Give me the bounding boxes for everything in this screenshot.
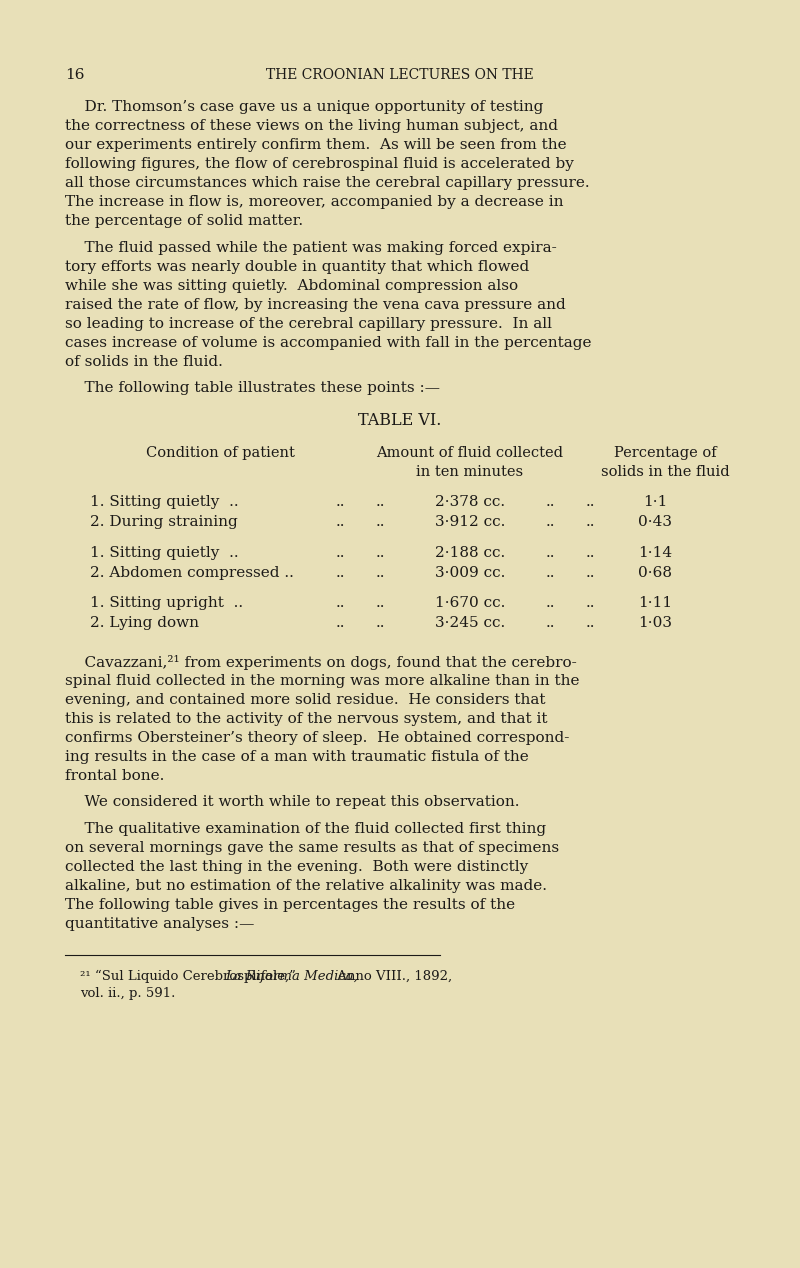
Text: ..: .. <box>586 616 594 630</box>
Text: raised the rate of flow, by increasing the vena cava pressure and: raised the rate of flow, by increasing t… <box>65 298 566 312</box>
Text: ..: .. <box>586 566 594 579</box>
Text: ..: .. <box>546 545 554 559</box>
Text: 2·188 cc.: 2·188 cc. <box>435 545 505 559</box>
Text: 2. Abdomen compressed ..: 2. Abdomen compressed .. <box>90 566 294 579</box>
Text: vol. ii., p. 591.: vol. ii., p. 591. <box>80 988 175 1000</box>
Text: while she was sitting quietly.  Abdominal compression also: while she was sitting quietly. Abdominal… <box>65 279 518 293</box>
Text: Dr. Thomson’s case gave us a unique opportunity of testing: Dr. Thomson’s case gave us a unique oppo… <box>65 100 543 114</box>
Text: ..: .. <box>375 545 385 559</box>
Text: the correctness of these views on the living human subject, and: the correctness of these views on the li… <box>65 119 558 133</box>
Text: ..: .. <box>546 596 554 610</box>
Text: ..: .. <box>586 545 594 559</box>
Text: The increase in flow is, moreover, accompanied by a decrease in: The increase in flow is, moreover, accom… <box>65 195 563 209</box>
Text: ..: .. <box>335 515 345 529</box>
Text: The following table gives in percentages the results of the: The following table gives in percentages… <box>65 898 515 912</box>
Text: 0·43: 0·43 <box>638 515 672 529</box>
Text: confirms Obersteiner’s theory of sleep.  He obtained correspond-: confirms Obersteiner’s theory of sleep. … <box>65 730 570 744</box>
Text: Percentage of: Percentage of <box>614 446 716 460</box>
Text: 1. Sitting quietly  ..: 1. Sitting quietly .. <box>90 545 238 559</box>
Text: Condition of patient: Condition of patient <box>146 446 294 460</box>
Text: 1·11: 1·11 <box>638 596 672 610</box>
Text: ..: .. <box>586 596 594 610</box>
Text: following figures, the flow of cerebrospinal fluid is accelerated by: following figures, the flow of cerebrosp… <box>65 157 574 171</box>
Text: ..: .. <box>375 616 385 630</box>
Text: The following table illustrates these points :—: The following table illustrates these po… <box>65 382 440 396</box>
Text: TABLE VI.: TABLE VI. <box>358 412 442 429</box>
Text: ..: .. <box>546 616 554 630</box>
Text: 3·245 cc.: 3·245 cc. <box>435 616 505 630</box>
Text: La Riforma Medica,: La Riforma Medica, <box>225 970 358 983</box>
Text: ..: .. <box>546 566 554 579</box>
Text: Anno VIII., 1892,: Anno VIII., 1892, <box>333 970 452 983</box>
Text: frontal bone.: frontal bone. <box>65 768 164 782</box>
Text: 1·14: 1·14 <box>638 545 672 559</box>
Text: 3·912 cc.: 3·912 cc. <box>435 515 505 529</box>
Text: ..: .. <box>335 616 345 630</box>
Text: The fluid passed while the patient was making forced expira-: The fluid passed while the patient was m… <box>65 241 557 255</box>
Text: of solids in the fluid.: of solids in the fluid. <box>65 355 223 369</box>
Text: our experiments entirely confirm them.  As will be seen from the: our experiments entirely confirm them. A… <box>65 138 566 152</box>
Text: ..: .. <box>546 515 554 529</box>
Text: the percentage of solid matter.: the percentage of solid matter. <box>65 214 303 228</box>
Text: alkaline, but no estimation of the relative alkalinity was made.: alkaline, but no estimation of the relat… <box>65 879 547 893</box>
Text: spinal fluid collected in the morning was more alkaline than in the: spinal fluid collected in the morning wa… <box>65 673 579 687</box>
Text: ..: .. <box>375 596 385 610</box>
Text: 1·670 cc.: 1·670 cc. <box>435 596 505 610</box>
Text: ..: .. <box>375 515 385 529</box>
Text: Cavazzani,²¹ from experiments on dogs, found that the cerebro-: Cavazzani,²¹ from experiments on dogs, f… <box>65 654 577 670</box>
Text: this is related to the activity of the nervous system, and that it: this is related to the activity of the n… <box>65 711 547 725</box>
Text: tory efforts was nearly double in quantity that which flowed: tory efforts was nearly double in quanti… <box>65 260 530 274</box>
Text: 2. During straining: 2. During straining <box>90 515 238 529</box>
Text: ..: .. <box>335 596 345 610</box>
Text: Amount of fluid collected: Amount of fluid collected <box>377 446 563 460</box>
Text: on several mornings gave the same results as that of specimens: on several mornings gave the same result… <box>65 841 559 855</box>
Text: evening, and contained more solid residue.  He considers that: evening, and contained more solid residu… <box>65 692 546 706</box>
Text: ..: .. <box>375 496 385 510</box>
Text: so leading to increase of the cerebral capillary pressure.  In all: so leading to increase of the cerebral c… <box>65 317 552 331</box>
Text: cases increase of volume is accompanied with fall in the percentage: cases increase of volume is accompanied … <box>65 336 591 350</box>
Text: 1·03: 1·03 <box>638 616 672 630</box>
Text: ..: .. <box>375 566 385 579</box>
Text: ..: .. <box>335 496 345 510</box>
Text: 1. Sitting quietly  ..: 1. Sitting quietly .. <box>90 496 238 510</box>
Text: ..: .. <box>546 496 554 510</box>
Text: ..: .. <box>335 545 345 559</box>
Text: 0·68: 0·68 <box>638 566 672 579</box>
Text: We considered it worth while to repeat this observation.: We considered it worth while to repeat t… <box>65 795 519 809</box>
Text: THE CROONIAN LECTURES ON THE: THE CROONIAN LECTURES ON THE <box>266 68 534 82</box>
Text: ..: .. <box>335 566 345 579</box>
Text: all those circumstances which raise the cerebral capillary pressure.: all those circumstances which raise the … <box>65 176 590 190</box>
Text: 1. Sitting upright  ..: 1. Sitting upright .. <box>90 596 243 610</box>
Text: ing results in the case of a man with traumatic fistula of the: ing results in the case of a man with tr… <box>65 749 529 763</box>
Text: collected the last thing in the evening.  Both were distinctly: collected the last thing in the evening.… <box>65 860 528 874</box>
Text: 2·378 cc.: 2·378 cc. <box>435 496 505 510</box>
Text: ²¹ “Sul Liquido Cerebrospinale,”: ²¹ “Sul Liquido Cerebrospinale,” <box>80 970 300 984</box>
Text: 3·009 cc.: 3·009 cc. <box>435 566 505 579</box>
Text: 1·1: 1·1 <box>643 496 667 510</box>
Text: The qualitative examination of the fluid collected first thing: The qualitative examination of the fluid… <box>65 822 546 836</box>
Text: quantitative analyses :—: quantitative analyses :— <box>65 917 254 931</box>
Text: in ten minutes: in ten minutes <box>417 465 523 479</box>
Text: 2. Lying down: 2. Lying down <box>90 616 199 630</box>
Text: 16: 16 <box>65 68 85 82</box>
Text: solids in the fluid: solids in the fluid <box>601 465 730 479</box>
Text: ..: .. <box>586 496 594 510</box>
Text: ..: .. <box>586 515 594 529</box>
